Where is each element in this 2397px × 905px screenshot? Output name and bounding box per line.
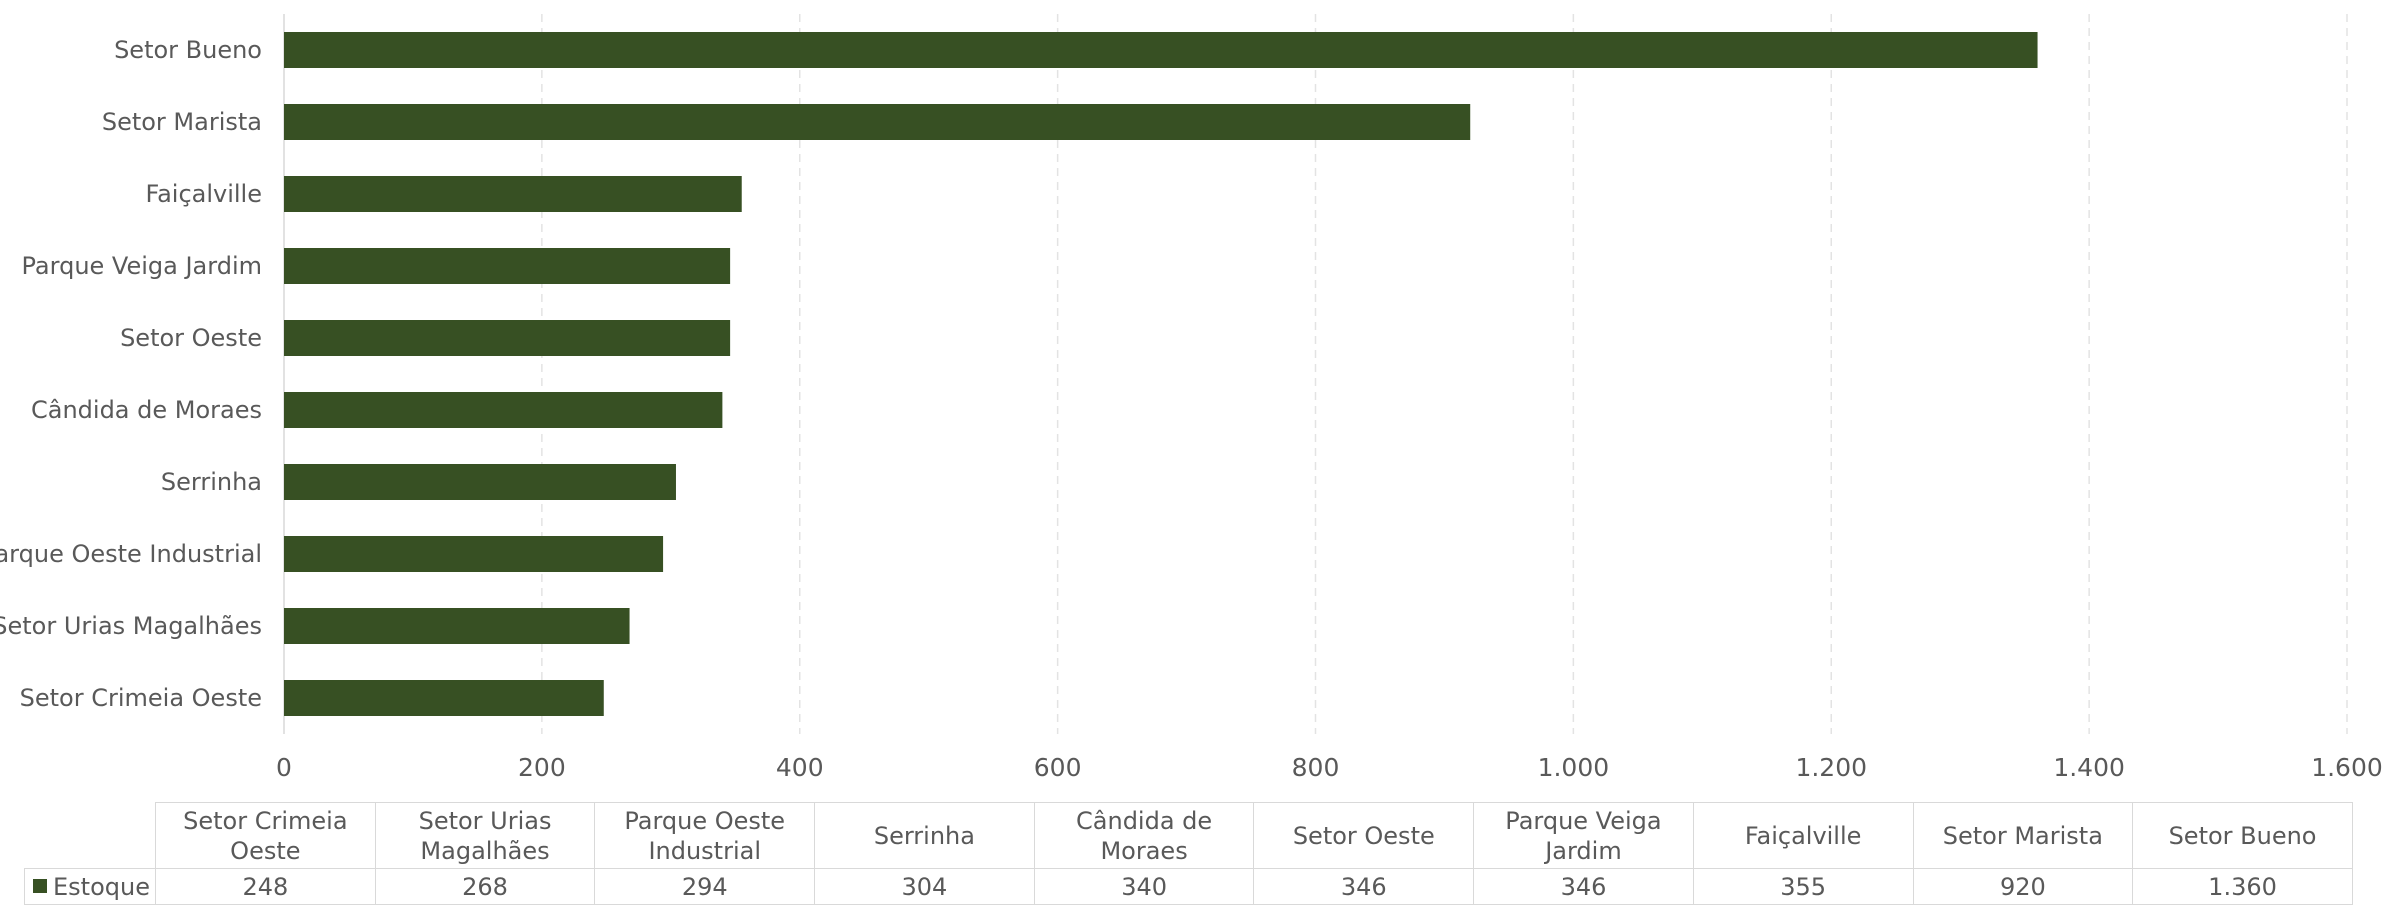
data-table-value-cell: 340 [1033,868,1255,905]
bar [284,248,731,284]
data-table-value-cell: 346 [1473,868,1694,905]
x-tick-label: 800 [1292,753,1340,782]
data-table-header-row: Setor Crimeia Oeste Setor Urias Magalhães… [24,802,2353,869]
bar [284,176,742,212]
category-labels: Setor Bueno Setor Marista Faiçalville Parqu… [0,36,262,712]
bar [284,104,1471,140]
data-table-header-cell: Cândida de Moraes [1033,802,1255,869]
x-tick-label: 1.000 [1538,753,1610,782]
x-tick-label: 1.600 [2311,753,2383,782]
category-label: Parque Oeste Industrial [0,540,262,568]
x-tick-labels: 0 200 400 600 800 1.000 1.200 1.400 1.600 [276,753,2383,782]
data-table-header-cell: Faiçalville [1692,802,1914,869]
bars [284,32,2038,716]
data-table-header-cell: Setor Marista [1912,802,2134,869]
category-label: Setor Marista [102,108,262,136]
data-table-header-cell: Setor Bueno [2132,802,2353,869]
x-tick-label: 1.400 [2053,753,2125,782]
data-table-value-cell: 920 [1912,868,2134,905]
data-table-header-cell: Parque Oeste Industrial [594,802,816,869]
data-table-header-cell: Setor Crimeia Oeste [155,802,376,869]
x-tick-label: 600 [1034,753,1082,782]
legend-label: Estoque [53,872,150,901]
category-label: Cândida de Moraes [31,396,262,424]
data-table-value-cell: 346 [1253,868,1475,905]
x-tick-label: 0 [276,753,292,782]
category-label: Faiçalville [145,180,262,208]
bar [284,608,630,644]
bar [284,320,731,356]
data-table-header-cell: Setor Urias Magalhães [374,802,596,869]
data-table-legend-cell: Estoque [24,868,156,905]
data-table-value-cell: 248 [155,868,376,905]
data-table-value-cell: 268 [374,868,596,905]
bar [284,32,2038,68]
bar [284,536,664,572]
bar [284,392,723,428]
x-tick-label: 400 [776,753,824,782]
data-table-value-row: Estoque 248 268 294 304 340 346 346 355 920 1.360 [24,868,2353,905]
legend-swatch [33,878,47,893]
x-tick-label: 1.200 [1795,753,1867,782]
data-table-value-cell: 355 [1692,868,1914,905]
data-table-header-cell: Serrinha [814,802,1035,869]
category-label: Setor Bueno [114,36,262,64]
category-label: Setor Urias Magalhães [0,612,262,640]
bar-chart: Setor Bueno Setor Marista Faiçalville Parqu… [0,14,2383,782]
bar [284,680,604,716]
data-table: Setor Crimeia Oeste Setor Urias Magalhães… [24,802,2353,905]
x-tick-label: 200 [518,753,566,782]
category-label: Setor Crimeia Oeste [20,684,262,712]
data-table-header-cell: Setor Oeste [1253,802,1475,869]
bar [284,464,676,500]
data-table-header-cell: Parque Veiga Jardim [1473,802,1694,869]
category-label: Serrinha [161,468,262,496]
category-label: Setor Oeste [120,324,262,352]
data-table-corner [24,802,156,869]
data-table-value-cell: 294 [594,868,816,905]
data-table-value-cell: 1.360 [2132,868,2353,905]
category-label: Parque Veiga Jardim [22,252,262,280]
data-table-value-cell: 304 [814,868,1035,905]
